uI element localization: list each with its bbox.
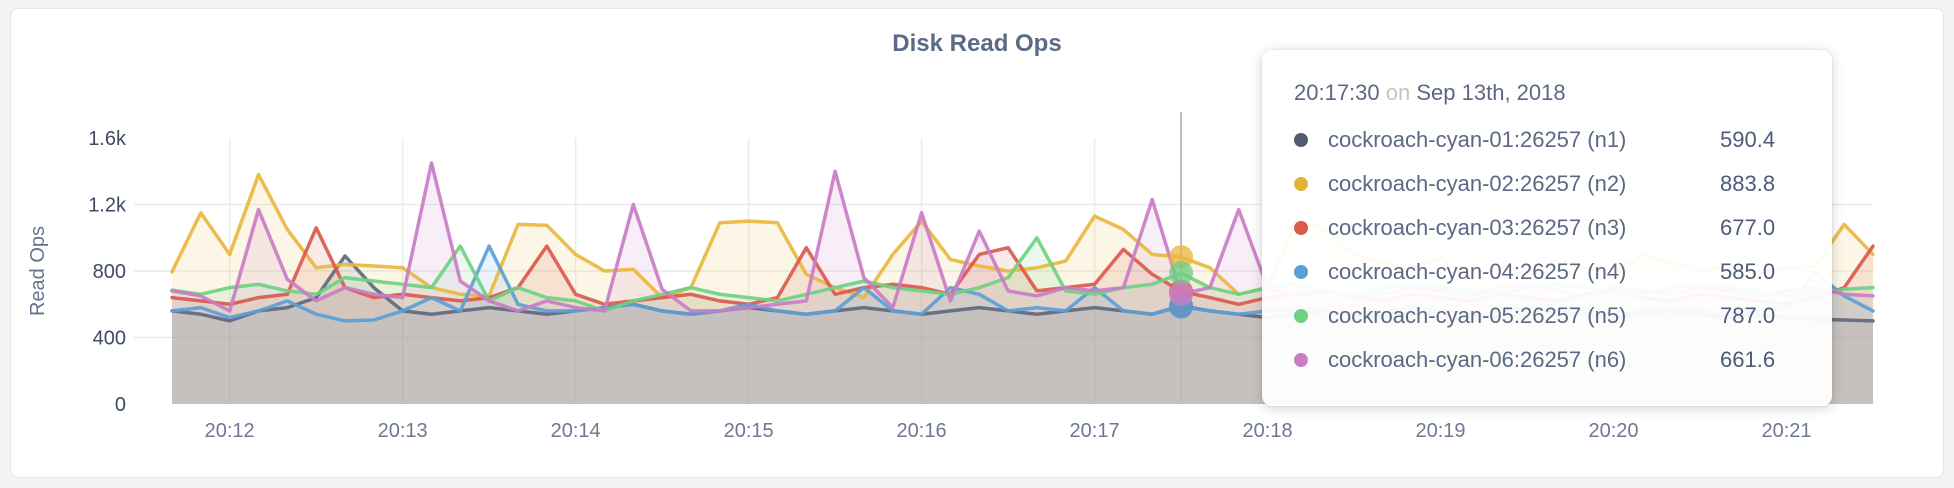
y-axis-title: Read Ops [27,226,49,316]
x-axis-tick-label: 20:15 [724,420,774,442]
x-axis-tick-label: 20:18 [1243,420,1293,442]
tooltip-row: cockroach-cyan-02:26257 (n2) 883.8 [1294,162,1804,206]
chart-title: Disk Read Ops [892,30,1062,57]
x-axis-tick-label: 20:13 [378,420,428,442]
tooltip-series-value: 787.0 [1720,303,1776,328]
series-color-dot-icon [1294,177,1308,191]
tooltip-series-name: cockroach-cyan-05:26257 (n5) [1328,303,1627,328]
x-axis-tick-label: 20:21 [1761,420,1811,442]
tooltip-row: cockroach-cyan-03:26257 (n3) 677.0 [1294,206,1804,250]
hover-dot[interactable] [1169,282,1194,307]
y-axis-tick-label: 1.2k [88,195,127,217]
tooltip-series-value: 585.0 [1720,259,1776,284]
series-color-dot-icon [1294,133,1308,147]
series-color-dot-icon [1294,353,1308,367]
y-axis-tick-label: 800 [93,261,126,283]
tooltip-series-name: cockroach-cyan-02:26257 (n2) [1328,171,1627,196]
tooltip-header: 20:17:30 on Sep 13th, 2018 [1294,80,1804,106]
x-axis-tick-label: 20:20 [1588,420,1638,442]
hover-dot[interactable] [1169,261,1194,286]
tooltip-date: Sep 13th, 2018 [1416,80,1566,105]
tooltip-series-name: cockroach-cyan-01:26257 (n1) [1328,127,1627,152]
series-color-dot-icon [1294,265,1308,279]
x-axis-tick-label: 20:16 [897,420,947,442]
tooltip-series-name: cockroach-cyan-03:26257 (n3) [1328,215,1627,240]
series-color-dot-icon [1294,221,1308,235]
tooltip-rows: cockroach-cyan-01:26257 (n1) 590.4 cockroa… [1294,118,1804,382]
x-axis-tick-label: 20:17 [1070,420,1120,442]
x-axis-tick-label: 20:19 [1416,420,1466,442]
tooltip-row: cockroach-cyan-05:26257 (n5) 787.0 [1294,294,1804,338]
series-color-dot-icon [1294,309,1308,323]
tooltip-row: cockroach-cyan-01:26257 (n1) 590.4 [1294,118,1804,162]
tooltip-time: 20:17:30 [1294,80,1380,105]
tooltip-series-value: 883.8 [1720,171,1776,196]
x-axis-tick-label: 20:12 [205,420,255,442]
x-axis-tick-label: 20:14 [551,420,601,442]
tooltip-series-value: 590.4 [1720,127,1776,152]
y-axis-tick-label: 1.6k [88,128,127,150]
tooltip-series-name: cockroach-cyan-04:26257 (n4) [1328,259,1627,284]
y-axis-tick-label: 0 [115,394,126,416]
tooltip-row: cockroach-cyan-04:26257 (n4) 585.0 [1294,250,1804,294]
y-axis-tick-label: 400 [93,328,126,350]
tooltip-row: cockroach-cyan-06:26257 (n6) 661.6 [1294,338,1804,382]
tooltip-series-name: cockroach-cyan-06:26257 (n6) [1328,347,1627,372]
hover-tooltip: 20:17:30 on Sep 13th, 2018 cockroach-cya… [1262,50,1832,406]
tooltip-on-word: on [1385,80,1411,105]
tooltip-series-value: 661.6 [1720,347,1776,372]
tooltip-series-value: 677.0 [1720,215,1776,240]
